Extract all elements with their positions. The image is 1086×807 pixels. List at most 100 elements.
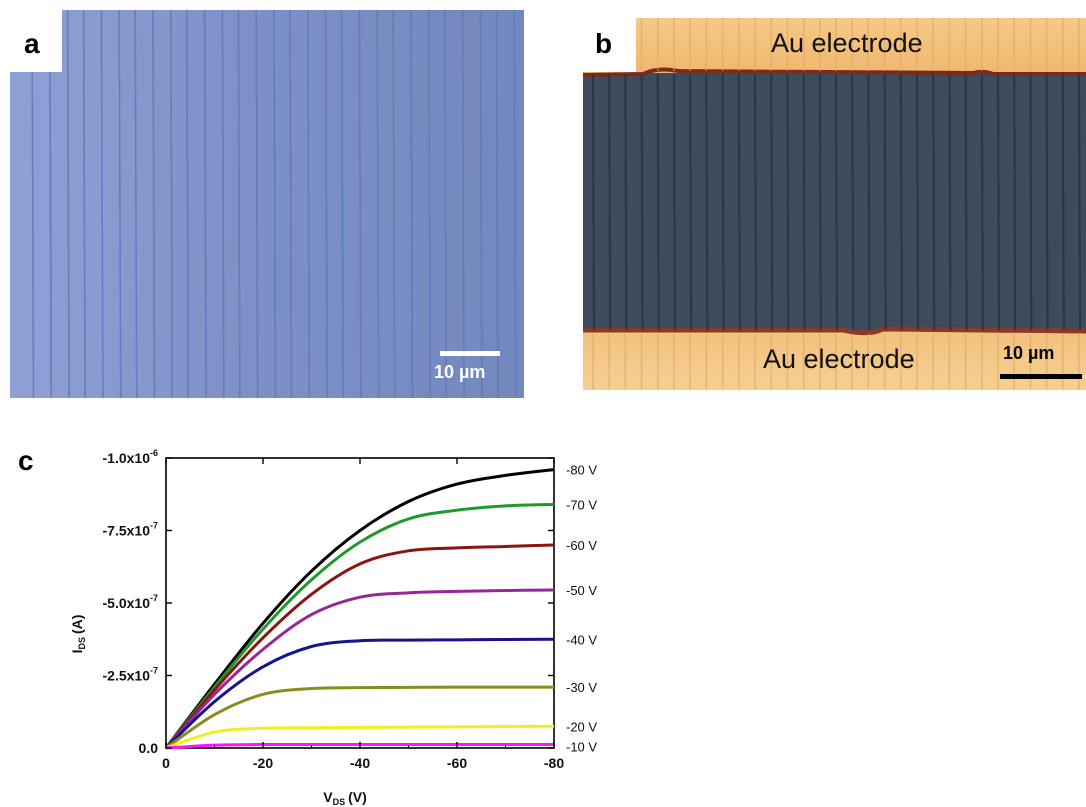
series-line bbox=[164, 468, 555, 749]
stripe-a bbox=[66, 10, 70, 398]
stripe-b bbox=[1078, 73, 1081, 331]
stripe-b bbox=[818, 73, 822, 331]
stripe-a bbox=[118, 10, 122, 398]
series-line bbox=[165, 685, 554, 750]
series-line bbox=[164, 502, 555, 749]
stripe-b bbox=[1029, 73, 1033, 331]
y-tick-label: -1.0x10-6 bbox=[103, 448, 159, 466]
stripe-a bbox=[31, 10, 35, 398]
stripe-b bbox=[624, 73, 628, 331]
stripe-b bbox=[1061, 73, 1065, 331]
stripe-a bbox=[237, 10, 241, 398]
stripe-a bbox=[186, 10, 190, 398]
series-line bbox=[165, 724, 555, 750]
stripe-a bbox=[479, 10, 483, 398]
stripe-a bbox=[306, 10, 311, 398]
micrograph-b-image bbox=[583, 18, 1086, 390]
y-tick-label: -2.5x10-7 bbox=[103, 666, 159, 684]
stripe-a bbox=[410, 10, 414, 398]
stripe-b bbox=[1045, 73, 1049, 331]
series-label: -30 V bbox=[566, 680, 597, 695]
stripe-b bbox=[948, 73, 952, 331]
electrode-label-top: Au electrode bbox=[771, 28, 923, 58]
stripe-a bbox=[255, 10, 259, 398]
stripe-b bbox=[867, 73, 871, 331]
stripe-b bbox=[689, 73, 693, 331]
scale-bar-label-a: 10 µm bbox=[434, 362, 486, 382]
stripe-a bbox=[100, 10, 104, 398]
stripe-a bbox=[513, 10, 517, 398]
stripe-b bbox=[608, 73, 612, 331]
stripe-b bbox=[737, 73, 741, 331]
stripe-a bbox=[170, 10, 174, 398]
stripe-a bbox=[49, 10, 53, 398]
stripe-a bbox=[461, 10, 465, 398]
electrode-label-bottom: Au electrode bbox=[763, 344, 915, 374]
series-label: -80 V bbox=[566, 463, 597, 478]
scale-bar-label-b: 10 µm bbox=[1003, 343, 1055, 363]
stripe-a bbox=[443, 10, 448, 398]
panel-letter-c: c bbox=[18, 445, 34, 476]
panel-letter-a: a bbox=[10, 10, 62, 72]
stripe-b bbox=[802, 73, 806, 331]
stripe-b bbox=[964, 73, 968, 331]
micrograph-a-image bbox=[10, 10, 524, 398]
series-label: -60 V bbox=[566, 538, 597, 553]
stripe-a bbox=[376, 10, 380, 398]
series-label: -10 V bbox=[566, 740, 597, 755]
stripe-b bbox=[980, 73, 984, 331]
stripe-b bbox=[883, 73, 887, 331]
stripe-b bbox=[835, 73, 838, 331]
y-tick-label: 0.0 bbox=[139, 740, 159, 756]
stripe-b bbox=[899, 73, 903, 331]
micrograph-b: Au electrode Au electrode 10 µm bbox=[583, 18, 1086, 390]
stripe-b bbox=[721, 73, 725, 331]
series-label: -70 V bbox=[566, 497, 597, 512]
stripe-b bbox=[851, 73, 855, 331]
stripe-b bbox=[673, 73, 676, 331]
x-tick-label: -40 bbox=[350, 755, 370, 771]
stripe-a bbox=[273, 10, 277, 398]
stripe-b bbox=[640, 73, 644, 331]
plot-frame bbox=[165, 457, 555, 749]
series-line bbox=[164, 637, 555, 750]
stripe-a bbox=[340, 10, 344, 398]
series-label: -50 V bbox=[566, 583, 597, 598]
stripe-b bbox=[997, 73, 1000, 331]
y-axis-title: IDS(A) bbox=[69, 615, 87, 654]
stripe-a bbox=[358, 10, 362, 398]
stripe-b bbox=[932, 73, 936, 331]
stripe-b bbox=[770, 73, 774, 331]
x-tick-label: -80 bbox=[544, 755, 564, 771]
stripe-a bbox=[289, 10, 293, 398]
stripe-b bbox=[1013, 73, 1017, 331]
x-tick-label: -60 bbox=[447, 755, 467, 771]
series-label: -20 V bbox=[566, 719, 597, 734]
stripe-b bbox=[786, 73, 790, 331]
x-axis-title: VDS (V) bbox=[323, 789, 367, 807]
stripe-a bbox=[427, 10, 432, 398]
stripe-a bbox=[134, 10, 138, 398]
stripe-b bbox=[656, 73, 660, 331]
stripe-b bbox=[916, 73, 919, 331]
y-tick-label: -5.0x10-7 bbox=[103, 593, 159, 611]
stripe-a bbox=[495, 10, 499, 398]
stripe-a bbox=[82, 10, 86, 398]
x-tick-label: -20 bbox=[253, 755, 273, 771]
micrograph-a: 10 µm bbox=[10, 10, 524, 398]
series-label: -40 V bbox=[566, 632, 597, 647]
stripe-b bbox=[592, 73, 595, 331]
stripe-b bbox=[754, 73, 757, 331]
y-tick-label: -7.5x10-7 bbox=[103, 521, 159, 539]
stripe-a bbox=[392, 10, 396, 398]
stripe-a bbox=[221, 10, 225, 398]
stripe-a bbox=[152, 10, 156, 398]
output-characteristics-chart: 0 -20 -40 -60 -80 0.0 -2.5x10-7 -5.0x10-7 -7.5x… bbox=[69, 448, 597, 807]
stripe-a bbox=[324, 10, 328, 398]
series-line bbox=[164, 543, 555, 749]
stripe-a bbox=[203, 10, 207, 398]
series-line bbox=[164, 588, 555, 750]
panel-letter-b: b bbox=[583, 10, 636, 72]
x-tick-label: 0 bbox=[162, 755, 170, 771]
stripe-b bbox=[705, 73, 709, 331]
